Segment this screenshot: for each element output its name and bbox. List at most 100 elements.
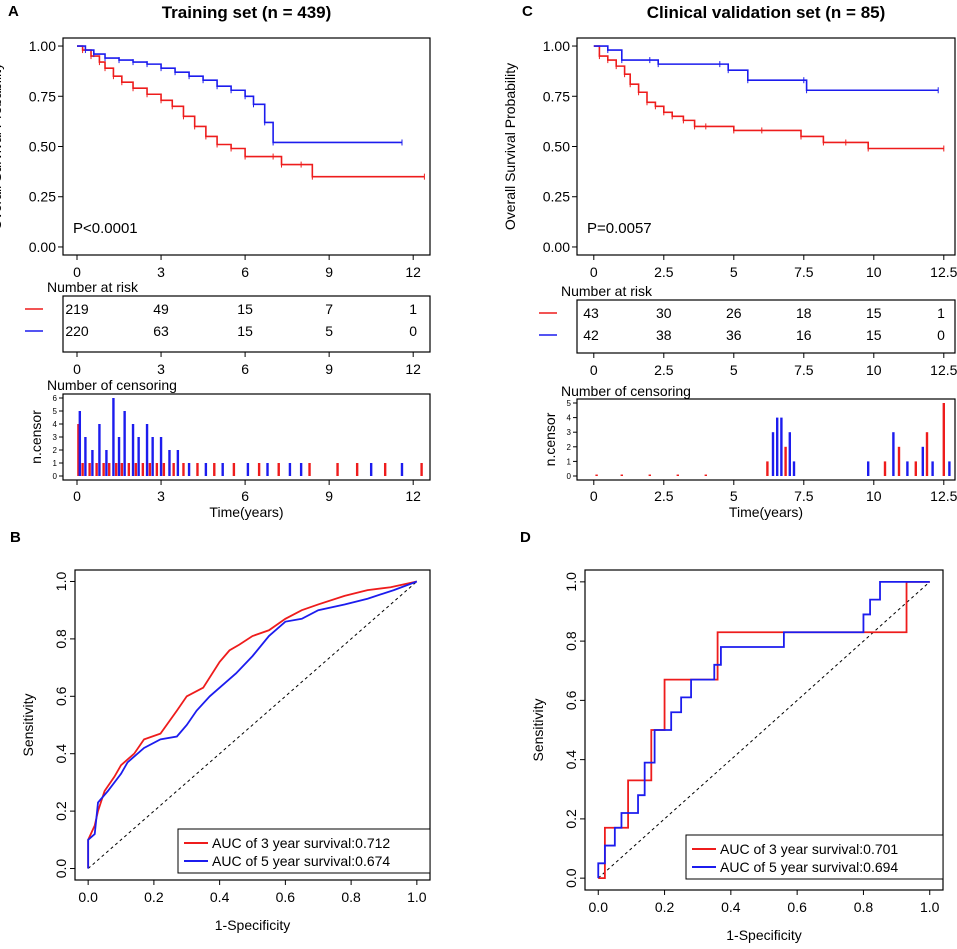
risk-count: 36 (726, 327, 742, 343)
panel-letter: A (8, 3, 19, 20)
censor-bar (277, 463, 280, 476)
risk-table-frame (62, 295, 431, 353)
censor-bar (91, 450, 94, 476)
censor-title: Number of censoring (561, 383, 691, 399)
censor-bar (168, 450, 171, 476)
roc-curve (87, 580, 418, 869)
panel-title: Training set (n = 439) (162, 3, 332, 22)
legend-frame (685, 834, 944, 880)
censor-bar (892, 432, 895, 476)
y-tick-label: 0.4 (53, 744, 69, 764)
censor-bar (906, 461, 909, 476)
x-tick-label: 5 (730, 488, 738, 504)
censor-y-label: 2 (567, 443, 572, 452)
plot-frame (74, 569, 431, 881)
y-tick-label: 0.25 (543, 189, 570, 205)
censor-bar (771, 432, 775, 476)
censor-bar (931, 461, 934, 476)
censor-y-axis-label: n.censor (28, 410, 44, 464)
x-tick-label: 12 (405, 264, 421, 280)
x-tick-label: 6 (241, 264, 249, 280)
y-tick-label: 0.0 (53, 859, 69, 879)
censor-bar (148, 463, 152, 476)
censor-bar (196, 463, 199, 476)
censor-y-label: 1 (53, 459, 58, 468)
legend-frame (177, 828, 431, 874)
censor-y-axis-label: n.censor (542, 412, 558, 466)
risk-count: 220 (65, 323, 89, 339)
legend-entry: AUC of 3 year survival:0.712 (212, 835, 390, 851)
censor-bar (788, 432, 791, 476)
y-tick-label: 0.6 (53, 686, 69, 706)
y-tick-label: 0.6 (563, 690, 579, 710)
censor-bar (145, 424, 149, 476)
censor-bar (123, 411, 126, 476)
censor-bar (299, 463, 303, 476)
censor-bar (897, 446, 901, 476)
censor-bar (867, 461, 870, 476)
x-tick-label: 10 (866, 264, 882, 280)
censor-bar (883, 461, 887, 476)
censor-bar (127, 463, 131, 476)
censor-bar (420, 463, 423, 476)
censor-bar (137, 437, 140, 476)
x-tick-label: 1.0 (920, 899, 940, 915)
p-value: P<0.0001 (73, 220, 138, 237)
x-tick-label: 1.0 (407, 889, 427, 905)
censor-bar (162, 463, 166, 476)
panel-letter: C (522, 3, 533, 20)
km-panel-a: A Training set (n = 439) 0.00 0.25 0.50 0.75 1… (0, 3, 431, 520)
diagonal-reference (597, 581, 931, 879)
censor-y-label: 5 (567, 399, 572, 408)
x-tick-label: 7.5 (794, 488, 814, 504)
x-tick-label: 0.8 (854, 899, 874, 915)
censor-bar (948, 461, 951, 476)
roc-panel-d: D 0.0 0.0 0.2 0.2 0.4 0.4 0.6 0.6 0.8 0.8 1.0 1.0 Sen… (520, 529, 944, 943)
y-tick-label: 0.75 (29, 88, 56, 104)
censor-bar (595, 474, 598, 476)
risk-count: 38 (656, 327, 672, 343)
censor-bar (620, 474, 623, 476)
y-tick-label: 0.8 (563, 631, 579, 651)
censor-bar (400, 463, 404, 476)
y-tick-label: 0.75 (543, 88, 570, 104)
x-tick-label: 0 (590, 488, 598, 504)
censor-bar (141, 463, 145, 476)
x-tick-label: 0.2 (144, 889, 164, 905)
censor-bar (780, 417, 783, 476)
risk-count: 5 (325, 323, 333, 339)
x-tick-label: 0 (73, 264, 81, 280)
x-tick-label: 12 (405, 361, 421, 377)
x-tick-label: 5 (730, 264, 738, 280)
plot-frame (584, 569, 944, 891)
censor-bar (105, 450, 108, 476)
panel-letter: D (520, 529, 531, 546)
x-tick-label: 7.5 (794, 264, 814, 280)
censor-bar (383, 463, 387, 476)
censor-bar (784, 446, 787, 476)
censor-y-label: 6 (53, 394, 58, 403)
censor-bar (95, 463, 98, 476)
censor-bar (766, 461, 769, 476)
x-tick-label: 6 (241, 361, 249, 377)
x-tick-label: 5 (730, 362, 738, 378)
legend: AUC of 3 year survival:0.701 AUC of 5 yea… (685, 834, 944, 880)
risk-count: 15 (237, 301, 253, 317)
km-curve-low-risk (593, 45, 939, 92)
censor-y-label: 4 (567, 414, 572, 423)
censor-bar (925, 432, 929, 476)
x-tick-label: 3 (157, 264, 165, 280)
censor-bar (792, 461, 796, 476)
legend-entry: AUC of 5 year survival:0.694 (720, 859, 898, 875)
censor-bar (232, 463, 236, 476)
y-tick-label: 0.25 (29, 189, 56, 205)
censor-y-label: 0 (53, 472, 58, 481)
x-axis-label: Time(years) (729, 504, 803, 520)
x-tick-label: 3 (157, 488, 165, 504)
y-tick-label: 1.00 (29, 38, 56, 54)
censor-bar (213, 463, 216, 476)
censor-bar (81, 463, 84, 476)
censor-bar (102, 463, 105, 476)
censor-bar (288, 463, 292, 476)
censor-bar (257, 463, 261, 476)
